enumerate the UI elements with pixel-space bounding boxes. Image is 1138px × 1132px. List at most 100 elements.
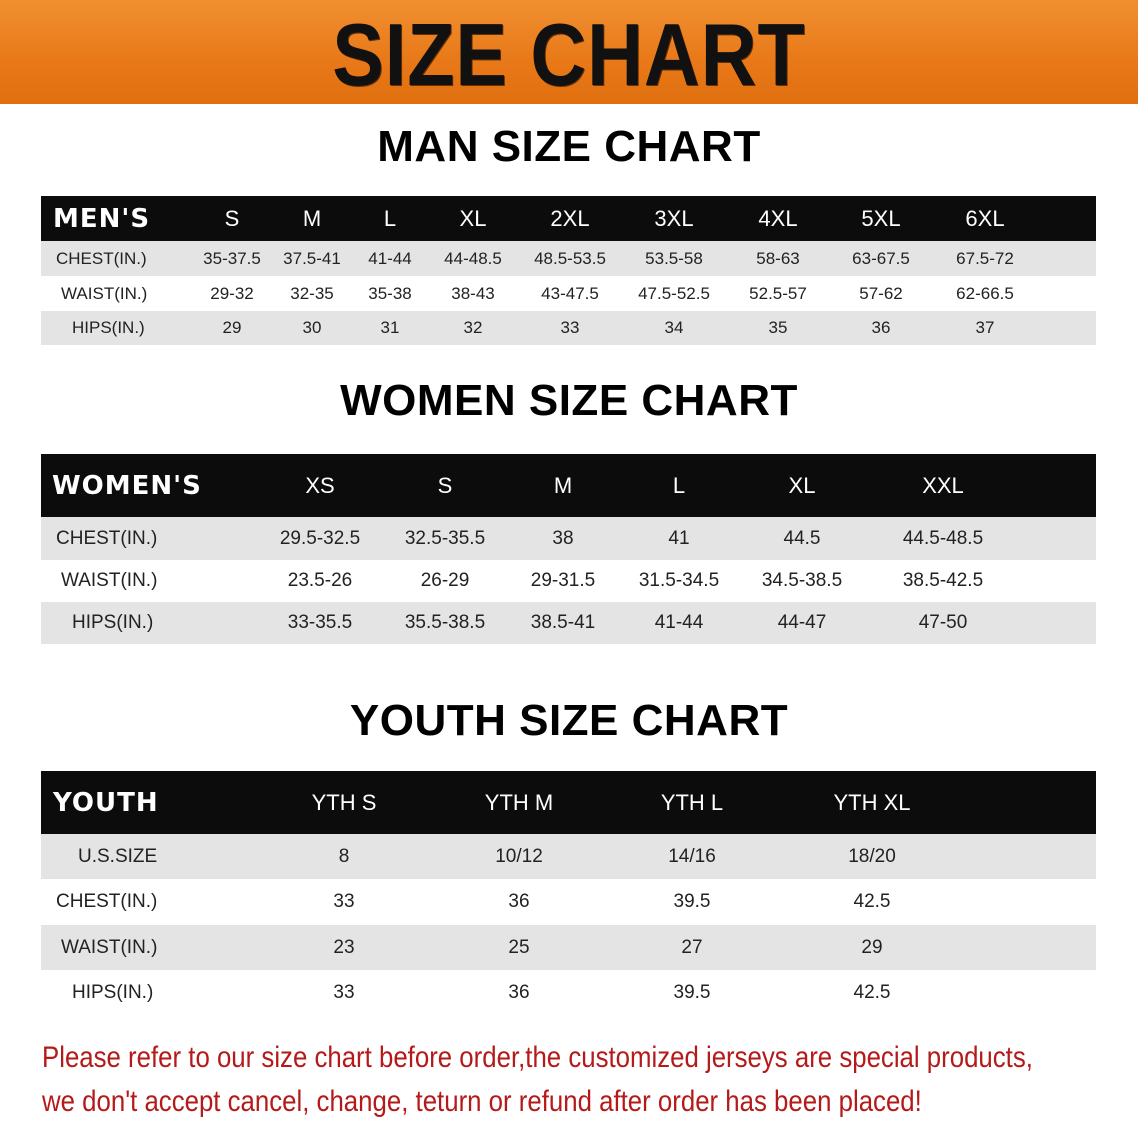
women-header-label: WOMEN'S xyxy=(52,470,202,501)
men-table-cell: 32-35 xyxy=(290,283,334,303)
women-table-cell: 47-50 xyxy=(918,612,968,633)
women-section-title: WOMEN SIZE CHART xyxy=(340,376,798,425)
men-table-cell: 32 xyxy=(463,318,483,337)
men-table-cell: 33 xyxy=(560,318,580,337)
men-table-cell: 47.5-52.5 xyxy=(638,283,710,303)
women-table-cell: 23.5-26 xyxy=(287,570,353,591)
youth-table-cell: 39.5 xyxy=(673,982,711,1003)
youth-row-label: HIPS(IN.) xyxy=(72,982,154,1003)
women-size-header: S xyxy=(437,472,453,498)
men-header-label: MEN'S xyxy=(53,203,151,234)
men-size-header: 2XL xyxy=(550,205,590,231)
women-table-cell: 29.5-32.5 xyxy=(279,527,361,549)
youth-table-row: HIPS(IN.) 33 36 39.5 42.5 xyxy=(41,970,1096,1016)
men-table-cell: 67.5-72 xyxy=(956,248,1014,268)
men-table-cell: 52.5-57 xyxy=(749,283,807,303)
youth-size-header: YTH M xyxy=(484,789,554,815)
men-table-row: WAIST(IN.) 29-32 32-35 35-38 38-43 43-47.5 47.… xyxy=(41,276,1096,311)
youth-header-row: YOUTH YTH S YTH M YTH L YTH XL xyxy=(41,771,1096,834)
men-table-cell: 35-38 xyxy=(368,283,412,303)
women-size-header: XL xyxy=(788,472,816,498)
men-table-row: CHEST(IN.) 35-37.5 37.5-41 41-44 44-48.5 48.5… xyxy=(41,241,1096,276)
men-table-cell: 35-37.5 xyxy=(203,248,261,268)
youth-table-cell: 33 xyxy=(333,891,355,912)
youth-table-cell: 39.5 xyxy=(673,891,711,912)
men-table-cell: 62-66.5 xyxy=(956,283,1014,303)
youth-table-row: WAIST(IN.) 23 25 27 29 xyxy=(41,925,1096,970)
youth-table-cell: 23 xyxy=(333,936,355,958)
men-table-cell: 38-43 xyxy=(451,283,495,303)
women-table-cell: 44-47 xyxy=(777,612,827,633)
youth-row-label: WAIST(IN.) xyxy=(61,936,158,958)
men-table-cell: 37.5-41 xyxy=(283,248,341,268)
youth-table-cell: 36 xyxy=(508,982,530,1003)
women-row-label: WAIST(IN.) xyxy=(61,570,158,591)
order-notice-line-1: Please refer to our size chart before or… xyxy=(42,1041,1033,1074)
men-table-cell: 48.5-53.5 xyxy=(534,248,606,268)
women-table-row: CHEST(IN.) 29.5-32.5 32.5-35.5 38 41 44.5 44.5… xyxy=(41,517,1096,560)
youth-table-cell: 25 xyxy=(508,936,530,958)
men-size-header: 6XL xyxy=(965,205,1005,231)
women-size-table: WOMEN'S XS S M L XL XXL CHEST(IN.) 29.5-32.5 32.5… xyxy=(41,454,1096,644)
men-row-label: HIPS(IN.) xyxy=(72,318,145,337)
youth-size-table: YOUTH YTH S YTH M YTH L YTH XL U.S.SIZE 8 10/12… xyxy=(41,771,1096,1016)
women-table-cell: 32.5-35.5 xyxy=(404,527,486,549)
youth-table-cell: 14/16 xyxy=(668,845,716,867)
women-table-row: HIPS(IN.) 33-35.5 35.5-38.5 38.5-41 41-44 44-… xyxy=(41,602,1096,644)
order-notice-line-2: we don't accept cancel, change, teturn o… xyxy=(42,1085,922,1118)
men-header-row: MEN'S S M L XL 2XL 3XL 4XL 5XL 6XL xyxy=(41,196,1096,241)
youth-size-header: YTH L xyxy=(660,789,724,815)
men-size-header: S xyxy=(224,205,240,231)
men-table-cell: 34 xyxy=(664,318,684,337)
men-section-title: MAN SIZE CHART xyxy=(377,122,761,171)
women-table-cell: 44.5 xyxy=(783,527,821,549)
women-table-cell: 29-31.5 xyxy=(530,570,596,591)
women-row-label: HIPS(IN.) xyxy=(72,612,154,633)
men-size-header: 5XL xyxy=(861,205,901,231)
youth-size-header: YTH S xyxy=(311,789,377,815)
men-table-cell: 35 xyxy=(768,318,788,337)
men-table-cell: 58-63 xyxy=(756,248,800,268)
men-table-cell: 30 xyxy=(302,318,322,337)
youth-table-cell: 27 xyxy=(681,936,703,958)
women-table-cell: 26-29 xyxy=(420,570,470,591)
youth-table-row: CHEST(IN.) 33 36 39.5 42.5 xyxy=(41,879,1096,925)
women-table-cell: 38.5-41 xyxy=(530,612,596,633)
youth-size-header: YTH XL xyxy=(833,789,911,815)
women-table-cell: 38 xyxy=(552,527,574,549)
women-table-cell: 44.5-48.5 xyxy=(902,527,984,549)
men-row-label: CHEST(IN.) xyxy=(56,248,147,268)
youth-table-cell: 8 xyxy=(338,845,350,867)
men-size-header: L xyxy=(383,205,397,231)
youth-table-cell: 42.5 xyxy=(853,982,891,1003)
youth-table-cell: 42.5 xyxy=(853,891,891,912)
women-table-cell: 31.5-34.5 xyxy=(638,570,720,591)
women-table-row: WAIST(IN.) 23.5-26 26-29 29-31.5 31.5-34.5 34… xyxy=(41,560,1096,602)
women-table-cell: 38.5-42.5 xyxy=(902,570,984,591)
order-notice: Please refer to our size chart before or… xyxy=(42,1036,1138,1124)
youth-section-title: YOUTH SIZE CHART xyxy=(349,696,789,745)
men-table-row: HIPS(IN.) 29 30 31 32 33 34 35 36 37 xyxy=(41,311,1096,345)
youth-table-cell: 29 xyxy=(861,936,883,958)
women-table-cell: 41 xyxy=(668,527,690,549)
men-table-cell: 29 xyxy=(222,318,242,337)
men-size-header: XL xyxy=(459,205,487,231)
women-table-cell: 41-44 xyxy=(654,612,704,633)
men-table-cell: 37 xyxy=(975,318,995,337)
youth-table-cell: 10/12 xyxy=(495,845,543,867)
men-row-label: WAIST(IN.) xyxy=(61,283,148,303)
women-table-cell: 34.5-38.5 xyxy=(761,570,843,591)
men-table-cell: 44-48.5 xyxy=(444,248,502,268)
men-size-header: 3XL xyxy=(654,205,694,231)
men-size-header: M xyxy=(302,205,322,231)
men-table-cell: 63-67.5 xyxy=(852,248,910,268)
men-table-cell: 57-62 xyxy=(859,283,903,303)
women-size-header: XXL xyxy=(922,472,964,498)
youth-header-label: YOUTH xyxy=(53,787,159,818)
women-size-header: XS xyxy=(305,472,335,498)
youth-table-cell: 33 xyxy=(333,982,355,1003)
men-size-header: 4XL xyxy=(758,205,798,231)
women-table-cell: 35.5-38.5 xyxy=(404,612,486,633)
youth-table-cell: 18/20 xyxy=(848,845,896,867)
size-chart-banner: SIZE CHART xyxy=(0,0,1138,104)
